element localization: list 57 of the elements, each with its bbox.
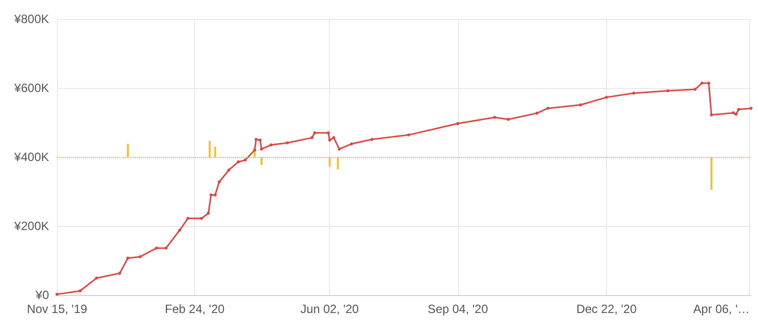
y-tick-label: ¥800K	[13, 12, 49, 26]
x-tick-label: Nov 15, '19	[26, 302, 88, 316]
point	[244, 158, 247, 162]
point	[286, 141, 289, 144]
point	[734, 112, 738, 116]
line-series	[56, 82, 752, 296]
point	[700, 82, 704, 85]
point	[78, 289, 82, 292]
y-tick-label: ¥600K	[13, 81, 49, 95]
x-tick-label: Dec 22, '20	[576, 302, 637, 316]
point	[258, 138, 262, 142]
point	[310, 136, 314, 140]
point	[456, 122, 460, 126]
x-tick-label: Apr 06, '…	[693, 302, 750, 316]
point	[546, 106, 550, 110]
point	[260, 148, 264, 151]
point	[350, 142, 354, 146]
point	[493, 116, 496, 119]
x-tick-label: Sep 04, '20	[428, 302, 488, 316]
point	[200, 216, 204, 220]
point	[126, 256, 130, 260]
point	[118, 272, 122, 275]
point	[178, 228, 182, 232]
point	[707, 82, 710, 85]
point	[332, 136, 336, 140]
point	[95, 276, 98, 280]
point	[407, 133, 410, 136]
point	[254, 138, 258, 141]
point	[138, 255, 142, 258]
point	[227, 168, 230, 172]
point	[155, 246, 158, 250]
point	[236, 160, 240, 164]
point	[750, 106, 752, 110]
point	[210, 193, 213, 196]
x-tick-label: Jun 02, '20	[300, 302, 360, 316]
point	[604, 96, 608, 99]
point	[370, 138, 374, 141]
point	[186, 216, 190, 220]
point	[710, 113, 713, 116]
point	[737, 108, 740, 111]
point	[506, 118, 510, 121]
y-tick-label: ¥0	[34, 288, 50, 302]
point	[338, 148, 341, 151]
x-tick-label: Feb 24, '20	[164, 302, 225, 316]
point	[164, 246, 168, 250]
point	[270, 143, 273, 146]
point	[56, 292, 58, 296]
point	[313, 131, 316, 134]
y-tick-label: ¥200K	[13, 219, 49, 233]
point	[214, 193, 217, 196]
point	[326, 131, 330, 134]
point	[535, 112, 538, 115]
point	[328, 138, 332, 142]
point	[253, 148, 256, 152]
point	[579, 103, 582, 106]
point	[694, 88, 697, 91]
y-tick-label: ¥400K	[13, 150, 49, 164]
